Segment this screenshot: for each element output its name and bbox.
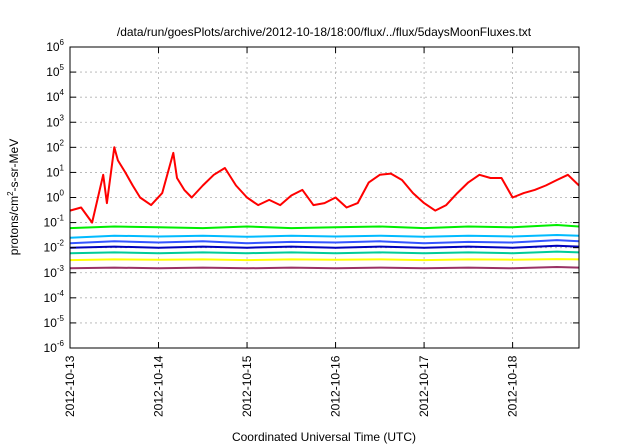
y-tick-label: 104 <box>46 88 64 104</box>
y-tick-base: 10 <box>44 266 58 280</box>
series-line <box>69 250 580 255</box>
y-tick-exp: -2 <box>57 239 65 248</box>
y-tick-label: 10-3 <box>44 264 65 280</box>
y-tick-label: 100 <box>46 189 64 205</box>
y-tick-label: 10-6 <box>44 339 65 355</box>
series-line <box>69 258 580 262</box>
y-tick-base: 10 <box>46 40 60 54</box>
chart-title: /data/run/goesPlots/archive/2012-10-18/1… <box>117 25 532 39</box>
x-axis-label: Coordinated Universal Time (UTC) <box>232 430 416 444</box>
x-tick-label: 2012-10-15 <box>240 355 254 417</box>
y-tick-base: 10 <box>46 115 60 129</box>
x-tick-label: 2012-10-14 <box>152 355 166 417</box>
y-tick-label: 10-2 <box>44 239 65 255</box>
y-tick-label: 105 <box>46 63 64 79</box>
series-line <box>69 266 580 270</box>
y-tick-exp: 5 <box>60 63 65 72</box>
y-axis-label-rest: -s-sr-MeV <box>7 139 21 192</box>
y-tick-label: 102 <box>46 138 64 154</box>
y-tick-exp: -6 <box>57 339 65 348</box>
y-tick-exp: -5 <box>57 314 65 323</box>
y-axis-label-base: protons/cm <box>7 196 21 255</box>
y-tick-label: 101 <box>46 163 64 179</box>
y-axis-label: protons/cm2-s-sr-MeV <box>6 139 21 255</box>
y-tick-exp: 4 <box>60 88 65 97</box>
y-tick-exp: 0 <box>60 189 65 198</box>
series-line <box>69 234 580 239</box>
y-tick-exp: 2 <box>60 138 65 147</box>
y-tick-base: 10 <box>44 316 58 330</box>
y-tick-label: 103 <box>46 113 64 129</box>
x-tick-label: 2012-10-13 <box>63 355 77 417</box>
y-tick-base: 10 <box>44 216 58 230</box>
series-line <box>69 239 580 245</box>
y-tick-base: 10 <box>44 341 58 355</box>
y-tick-exp: 6 <box>60 38 65 47</box>
x-tick-label: 2012-10-16 <box>329 355 343 417</box>
x-tick-label: 2012-10-17 <box>417 355 431 417</box>
y-tick-label: 10-1 <box>44 214 65 230</box>
y-tick-base: 10 <box>44 291 58 305</box>
y-tick-base: 10 <box>46 165 60 179</box>
tick-layer: 10-610-510-410-310-210-11001011021031041… <box>44 38 579 417</box>
y-tick-exp: 3 <box>60 113 65 122</box>
y-tick-base: 10 <box>46 65 60 79</box>
y-tick-exp: -3 <box>57 264 65 273</box>
y-tick-exp: 1 <box>60 163 65 172</box>
y-tick-label: 10-4 <box>44 289 65 305</box>
y-axis-label-sup: 2 <box>6 191 15 196</box>
y-tick-exp: -4 <box>57 289 65 298</box>
series-line <box>69 146 580 224</box>
series-line <box>69 224 580 230</box>
grid-layer <box>70 47 579 348</box>
y-tick-base: 10 <box>46 140 60 154</box>
x-tick-label: 2012-10-18 <box>506 355 520 417</box>
y-tick-base: 10 <box>46 191 60 205</box>
y-tick-base: 10 <box>46 90 60 104</box>
series-line <box>69 244 580 249</box>
series-layer <box>69 146 580 270</box>
y-tick-label: 106 <box>46 38 64 54</box>
y-tick-exp: -1 <box>57 214 65 223</box>
y-tick-label: 10-5 <box>44 314 65 330</box>
y-tick-base: 10 <box>44 241 58 255</box>
